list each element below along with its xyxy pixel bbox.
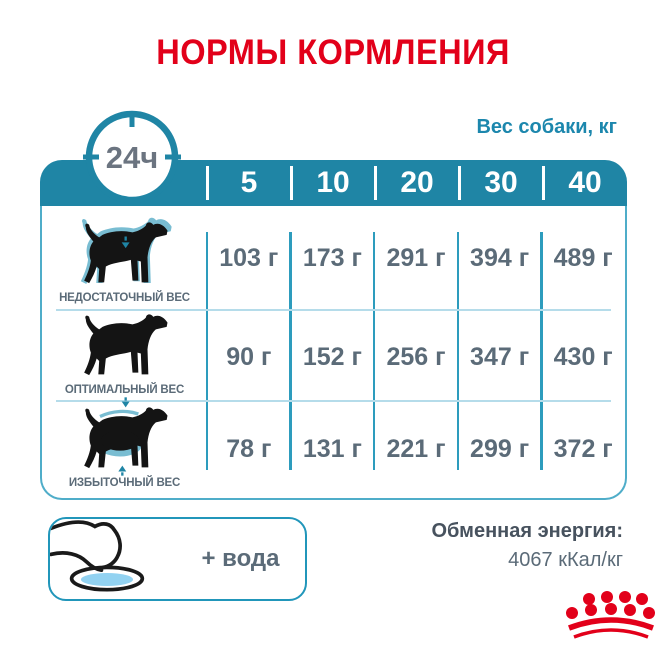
table-row-overweight: ИЗБЫТОЧНЫЙ ВЕС 78 г 131 г 221 г 299 г 37… [42,397,625,496]
portion-cell: 221 г [372,402,458,496]
energy-value: 4067 кКал/кг [508,549,623,571]
energy-info: Обменная энергия: 4067 кКал/кг [432,517,624,575]
portion-cell: 173 г [289,206,375,311]
royal-canin-crown-logo [566,591,655,639]
portion-cell: 394 г [456,206,542,311]
dog-drinking-bowl-icon [50,520,145,592]
24h-clock-icon: 24ч [83,110,181,204]
portion-cell: 131 г [289,402,375,496]
feeding-table: НЕДОСТАТОЧНЫЙ ВЕС 103 г 173 г 291 г 394 … [40,206,627,500]
weight-col-20: 20 [373,160,459,206]
portion-cell: 90 г [205,311,291,403]
row-label: НЕДОСТАТОЧНЫЙ ВЕС [59,292,190,304]
portion-cell: 103 г [205,206,291,311]
row-label: ОПТИМАЛЬНЫЙ ВЕС [64,384,185,396]
portion-cell: 489 г [540,206,625,311]
row-label: ИЗБЫТОЧНЫЙ ВЕС [68,477,181,489]
dog-weight-header: Вес собаки, кг [476,116,617,138]
underweight-dog-icon [75,219,175,289]
portion-cell: 152 г [289,311,375,403]
table-row-underweight: НЕДОСТАТОЧНЫЙ ВЕС 103 г 173 г 291 г 394 … [42,206,625,311]
page-title-text: НОРМЫ КОРМЛЕНИЯ [156,33,511,72]
weight-col-30: 30 [457,160,543,206]
row-header-optimal: ОПТИМАЛЬНЫЙ ВЕС [42,311,207,403]
overweight-dog-icon [75,397,175,476]
weight-col-10: 10 [289,160,375,206]
optimal-dog-icon [75,311,175,381]
table-row-optimal: ОПТИМАЛЬНЫЙ ВЕС 90 г 152 г 256 г 347 г 4… [42,311,625,403]
portion-cell: 78 г [205,402,291,496]
portion-cell: 372 г [540,402,625,496]
water-note-box: + вода [48,517,307,601]
row-header-overweight: ИЗБЫТОЧНЫЙ ВЕС [42,397,207,496]
weight-col-5: 5 [205,160,291,206]
energy-label: Обменная энергия: [431,520,624,542]
clock-label: 24ч [106,140,158,175]
row-header-underweight: НЕДОСТАТОЧНЫЙ ВЕС [42,206,207,311]
water-label: + вода [201,545,280,572]
portion-cell: 291 г [372,206,458,311]
portion-cell: 299 г [456,402,542,496]
portion-cell: 347 г [456,311,542,403]
portion-cell: 430 г [540,311,625,403]
portion-cell: 256 г [372,311,458,403]
weight-col-40: 40 [541,160,627,206]
page-title: НОРМЫ КОРМЛЕНИЯ [0,33,667,73]
